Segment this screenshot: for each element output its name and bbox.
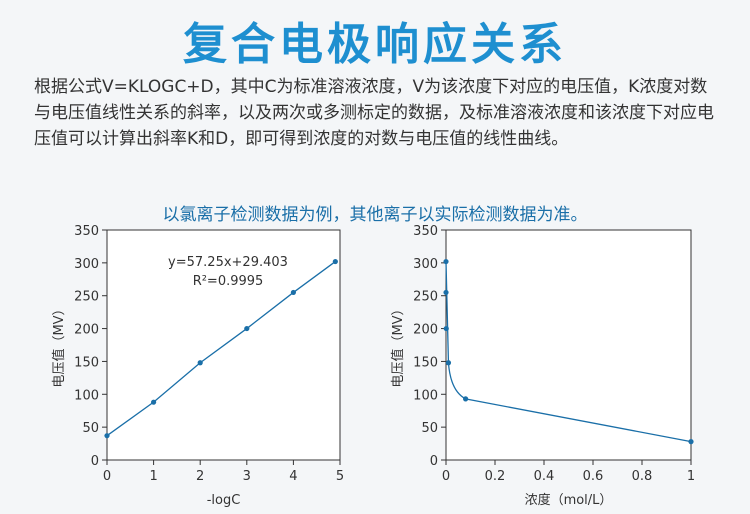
plot-frame: [445, 229, 692, 461]
x-tick-label: 5: [336, 469, 344, 484]
data-point: [443, 289, 449, 296]
data-point: [688, 439, 694, 445]
y-tick-label: 250: [74, 290, 99, 305]
x-axis-label: 浓度（mol/L）: [525, 492, 613, 508]
y-axis-label: 电压值（MV）: [390, 302, 406, 387]
x-tick-label: 0.4: [534, 469, 555, 484]
page-title: 复合电极响应关系: [183, 19, 567, 70]
y-tick-label: 200: [413, 323, 438, 338]
data-point: [445, 360, 452, 366]
x-axis-label: -logC: [207, 493, 241, 508]
x-tick-label: 1: [149, 469, 157, 484]
x-tick-label: 2: [196, 469, 204, 484]
y-tick-label: 150: [74, 355, 99, 370]
x-tick-label: 0: [103, 469, 111, 484]
x-tick-label: 4: [289, 469, 297, 484]
data-point: [244, 325, 250, 332]
r-squared-label: R²=0.9995: [193, 274, 264, 289]
x-tick-label: 0.2: [485, 469, 506, 484]
data-point: [290, 289, 296, 296]
data-point: [197, 360, 203, 366]
series-line: [106, 261, 336, 437]
y-tick-label: 50: [421, 421, 438, 436]
y-axis-label: 电压值（MV）: [51, 302, 67, 387]
description-text: 根据公式V=KLOGC+D，其中C为标准溶液浓度，V为该浓度下对应的电压值，K浓…: [34, 77, 714, 149]
data-point: [443, 258, 449, 265]
data-point: [104, 433, 110, 439]
y-tick-label: 100: [74, 388, 99, 403]
y-tick-label: 200: [74, 323, 99, 338]
y-tick-label: 350: [74, 224, 99, 239]
x-tick-label: 0.8: [632, 469, 653, 484]
y-tick-label: 0: [91, 454, 99, 469]
y-tick-label: 350: [413, 224, 438, 239]
y-tick-label: 150: [413, 355, 438, 370]
chart-log-concentration: 0 50 100 150 200 250 300 350 0 1 2 3 4 5 -logC 电压值（MV） y…: [51, 224, 344, 508]
chart-concentration: 0 50 100 150 200 250 300 350 0 0.2 0.4 0.6 0.8 1 浓度（mo…: [390, 224, 695, 508]
y-tick-label: 100: [413, 388, 438, 403]
x-tick-label: 3: [243, 469, 251, 484]
x-tick-label: 0.6: [583, 469, 604, 484]
y-tick-label: 300: [413, 257, 438, 272]
y-tick-label: 300: [74, 257, 99, 272]
y-tick-label: 50: [82, 421, 99, 436]
x-tick-label: 0: [442, 469, 450, 484]
chart-caption: 以氯离子检测数据为例，其他离子以实际检测数据为准。: [162, 205, 588, 225]
y-tick-label: 250: [413, 290, 438, 305]
data-point: [151, 399, 157, 405]
regression-equation: y=57.25x+29.403: [168, 255, 288, 270]
data-point: [443, 325, 449, 332]
data-point: [332, 258, 338, 265]
x-tick-label: 1: [687, 469, 695, 484]
data-point: [463, 396, 469, 402]
y-tick-label: 0: [430, 454, 438, 469]
